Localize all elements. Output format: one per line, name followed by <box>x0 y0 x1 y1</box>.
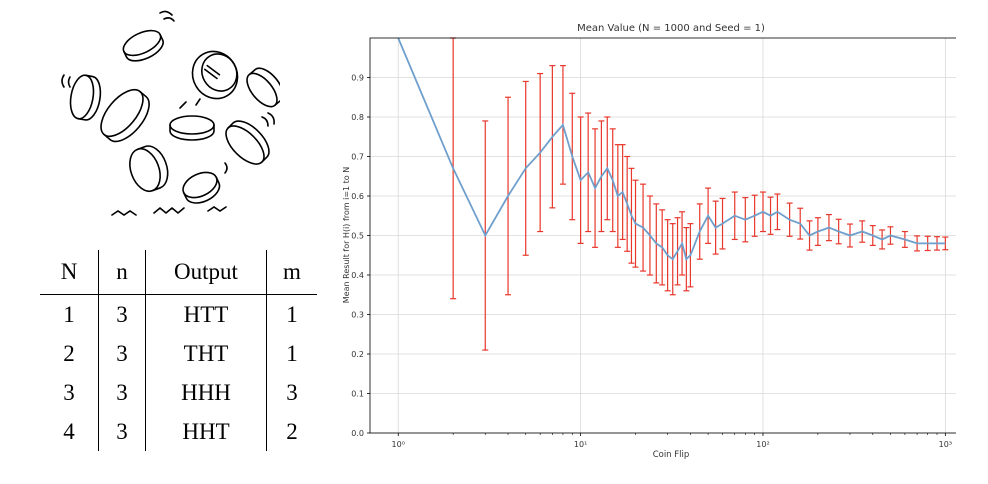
table-row: 2 3 THT 1 <box>40 334 317 373</box>
header-n-upper: N <box>60 259 78 284</box>
grid <box>370 38 956 434</box>
cell-m: 2 <box>266 412 317 451</box>
cell-output: HTT <box>145 294 267 334</box>
cell-n: 3 <box>98 294 146 334</box>
cell-m: 3 <box>266 373 317 412</box>
cell-output: HHT <box>145 412 267 451</box>
header-m: m <box>266 250 317 295</box>
y-tick-label: 0.7 <box>351 153 364 162</box>
cell-n: 3 <box>98 412 146 451</box>
axis-ticks: 0.0 0.1 0.2 0.3 0.4 0.5 0.6 0.7 0.8 0.9 10⁰ 10¹ 10² 1… <box>351 74 952 450</box>
cell-N: 1 <box>63 301 75 327</box>
cell-N: 4 <box>63 418 75 444</box>
x-tick-label: 10³ <box>939 440 952 449</box>
cell-output: HHH <box>145 373 267 412</box>
table-row: 3 3 HHH 3 <box>40 373 317 412</box>
cell-output: THT <box>145 334 267 373</box>
y-tick-label: 0.4 <box>351 271 364 280</box>
y-tick-label: 0.9 <box>351 74 364 83</box>
cell-n: 3 <box>98 373 146 412</box>
y-tick-label: 0.6 <box>351 192 364 201</box>
coin-flip-illustration <box>61 10 280 216</box>
cell-N: 3 <box>63 379 75 405</box>
cell-m: 1 <box>266 294 317 334</box>
y-tick-label: 0.8 <box>351 113 364 122</box>
y-tick-label: 0.3 <box>351 311 364 320</box>
x-tick-label: 10² <box>756 440 769 449</box>
mean-series-line <box>397 37 946 261</box>
cell-n: 3 <box>98 334 146 373</box>
mean-value-chart: Mean Value (N = 1000 and Seed = 1) 0.00.… <box>342 23 956 460</box>
error-bars <box>450 37 949 351</box>
y-tick-label: 0.1 <box>351 390 364 399</box>
y-tick-label: 0.5 <box>351 232 364 241</box>
cell-m: 1 <box>266 334 317 373</box>
y-axis-label: Mean Result for H(i) from i=1 to N <box>342 167 351 303</box>
cell-N: 2 <box>63 340 75 366</box>
header-n-lower: n <box>98 250 146 295</box>
x-tick-label: 10¹ <box>574 440 587 449</box>
header-output: Output <box>145 250 267 295</box>
table-row: 1 3 HTT 1 <box>40 294 317 334</box>
table-row: 4 3 HHT 2 <box>40 412 317 451</box>
coin-flip-table: N n Output m 1 3 HTT 1 2 3 THT 1 3 3 HHH… <box>40 250 317 451</box>
chart-title: Mean Value (N = 1000 and Seed = 1) <box>577 23 765 34</box>
x-tick-label: 10⁰ <box>392 440 405 449</box>
y-tick-label: 0.0 <box>351 429 364 438</box>
mean-line <box>397 37 946 261</box>
table-header-row: N n Output m <box>40 250 317 295</box>
plot-frame <box>369 37 956 434</box>
x-axis-label: Coin Flip <box>653 450 690 460</box>
y-tick-label: 0.2 <box>351 350 364 359</box>
